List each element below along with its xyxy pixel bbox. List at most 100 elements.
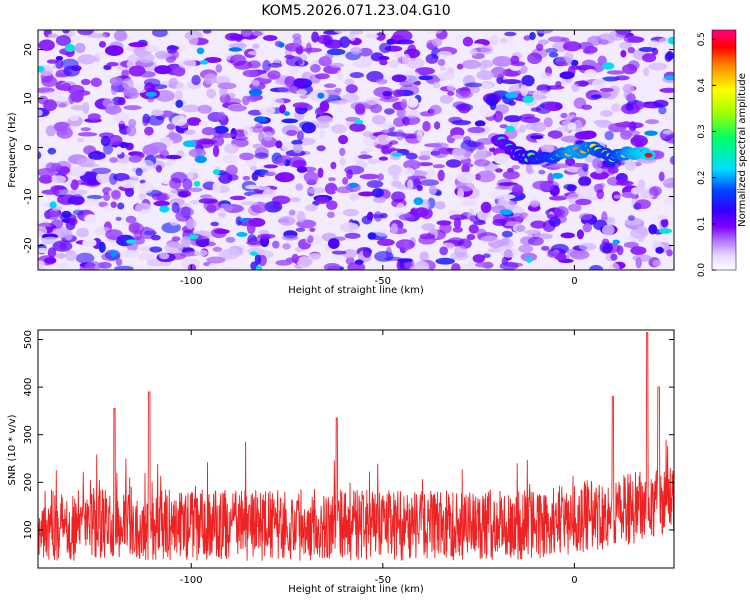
snr-panel: -100 -50 0 100 200 300 400 500 Height of strai…: [7, 329, 675, 595]
heatmap-blob: [56, 262, 69, 270]
heatmap-spot: [505, 92, 519, 99]
heatmap-blob: [422, 121, 431, 132]
heatmap-blob: [432, 164, 445, 169]
heatmap-blob: [434, 201, 446, 210]
heatmap-blob: [206, 88, 217, 99]
heatmap-blob: [662, 115, 674, 121]
heatmap-blob: [272, 195, 291, 205]
heatmap-blob: [213, 125, 229, 134]
heatmap-blob: [580, 130, 597, 139]
heatmap-blob: [501, 79, 522, 85]
heatmap-blob: [257, 233, 276, 239]
heatmap-blob: [155, 165, 163, 173]
colorbar-tick-label: 0.4: [697, 78, 707, 93]
heatmap-blob: [349, 72, 364, 79]
heatmap-blob: [38, 247, 49, 254]
heatmap-blob: [476, 170, 496, 183]
heatmap-blob: [137, 252, 155, 261]
heatmap-blob: [666, 249, 673, 257]
heatmap-blob: [109, 135, 123, 146]
heatmap-blob: [349, 193, 360, 201]
heatmap-blob: [311, 31, 319, 43]
heatmap-blob: [164, 242, 184, 254]
heatmap-blob: [258, 131, 265, 143]
heatmap-blob: [315, 73, 330, 80]
heatmap-spot: [159, 205, 170, 213]
heatmap-blob: [529, 196, 540, 208]
heatmap-blob: [362, 247, 372, 258]
heatmap-blob: [339, 147, 346, 157]
heatmap-blob: [165, 154, 182, 160]
heatmap-blob: [568, 203, 582, 212]
heatmap-blob: [462, 164, 470, 174]
heatmap-blob: [451, 134, 464, 140]
heatmap-blob: [466, 234, 476, 241]
heatmap-blob: [88, 151, 106, 160]
heatmap-blob: [429, 142, 449, 149]
heatmap-blob: [529, 32, 536, 40]
heatmap-blob: [521, 75, 535, 87]
heatmap-blob: [349, 30, 364, 35]
heatmap-blob: [123, 86, 138, 97]
heatmap-blob: [148, 142, 167, 153]
heatmap-blob: [418, 155, 431, 161]
heatmap-blob: [189, 199, 200, 205]
heatmap-blob: [421, 223, 436, 231]
heatmap-blob: [144, 126, 154, 136]
heatmap-blob: [180, 236, 192, 248]
heatmap-blob: [396, 108, 407, 119]
heatmap-blob: [627, 215, 635, 221]
heatmap-blob: [510, 55, 520, 65]
heatmap-blob: [390, 223, 398, 235]
heatmap-blob: [167, 188, 178, 200]
heatmap-blob: [419, 251, 430, 262]
heatmap-blob: [626, 93, 636, 103]
heatmap-blob: [99, 132, 115, 139]
heatmap-blob: [435, 257, 455, 265]
heatmap-blob: [396, 129, 405, 141]
heatmap-blob: [493, 110, 504, 123]
heatmap-blob: [175, 82, 186, 92]
heatmap-blob: [45, 125, 57, 137]
heatmap-blob: [530, 135, 544, 140]
heatmap-blob: [242, 69, 260, 78]
heatmap-blob: [212, 145, 220, 158]
heatmap-blob: [458, 263, 468, 268]
chart-title: KOM5.2026.071.23.04.G10: [261, 3, 450, 19]
heatmap-blob: [521, 116, 541, 123]
heatmap-blob: [292, 102, 310, 109]
heatmap-blob: [495, 168, 503, 173]
heatmap-blob: [480, 235, 499, 243]
heatmap-blob: [492, 56, 513, 67]
heatmap-blob: [608, 262, 620, 270]
heatmap-spot: [212, 169, 220, 175]
heatmap-blob: [191, 74, 201, 86]
heatmap-blob: [500, 37, 508, 44]
heatmap-blob: [530, 220, 547, 229]
heatmap-blob: [344, 78, 355, 86]
colorbar-label: Normalized spectral amplitude: [737, 73, 748, 227]
heatmap-blob: [125, 215, 137, 224]
heatmap-blob: [432, 82, 441, 89]
heatmap-blob: [38, 95, 49, 105]
heatmap-blob: [535, 30, 554, 34]
heatmap-spot: [110, 250, 117, 258]
heatmap-blob: [186, 117, 202, 126]
heatmap-blob: [142, 116, 150, 127]
y-tick-label: -10: [23, 188, 34, 204]
heatmap-blob: [178, 191, 189, 198]
heatmap-spot: [236, 232, 248, 237]
heatmap-blob: [122, 78, 134, 90]
heatmap-blob: [480, 44, 494, 55]
heatmap-spot: [188, 234, 199, 240]
heatmap-blob: [195, 138, 215, 149]
heatmap-blob: [171, 236, 181, 242]
heatmap-blob: [375, 78, 388, 85]
heatmap-spot: [194, 155, 207, 164]
heatmap-blob: [504, 31, 517, 37]
heatmap-blob: [215, 64, 223, 73]
heatmap-blob: [217, 82, 237, 90]
heatmap-blob: [620, 50, 627, 58]
heatmap-blob: [109, 76, 123, 86]
heatmap-blob: [354, 259, 364, 265]
